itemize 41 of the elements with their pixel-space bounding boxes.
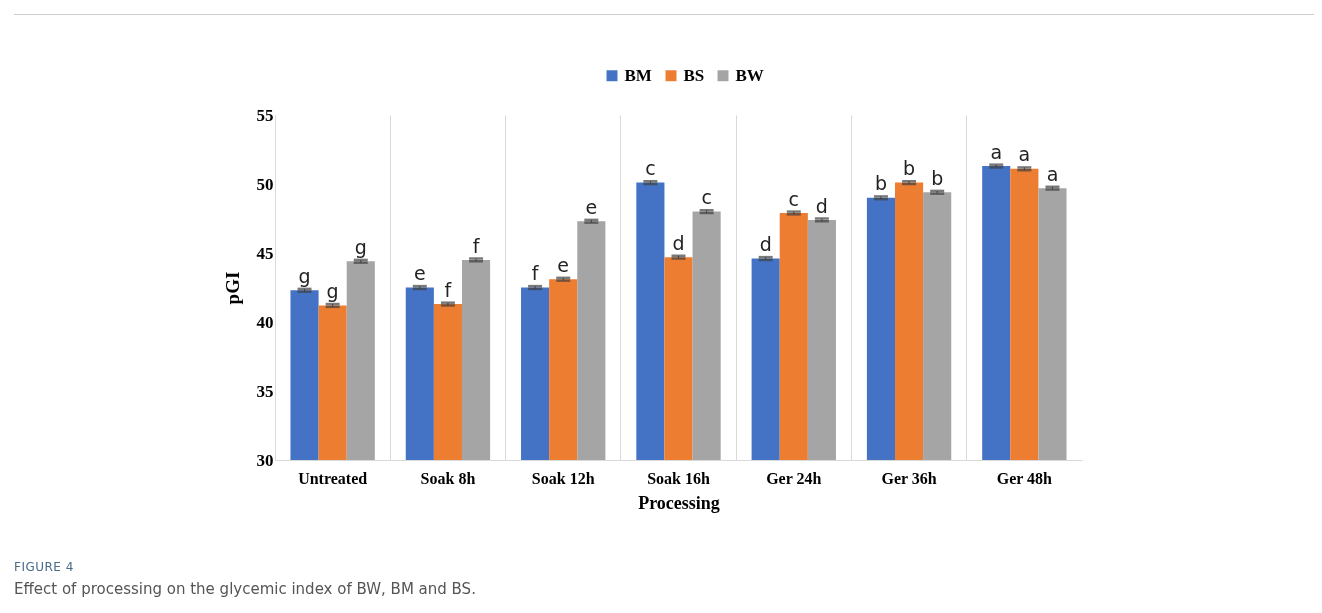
text: Effect of processing on the glycemic index of BW, BM and BS. (14, 580, 476, 598)
data-label: d (759, 233, 772, 256)
data-label: g (298, 264, 311, 287)
x-tick-label: Ger 36h (881, 469, 937, 487)
data-label: b (874, 172, 887, 195)
legend-label: BM (624, 65, 652, 85)
x-tick-label: Soak 8h (420, 469, 476, 487)
data-label: b (931, 166, 944, 189)
y-tick-label: 30 (256, 450, 274, 470)
legend-label: BS (683, 65, 705, 85)
legend-label: BW (735, 65, 764, 85)
data-label: f (531, 262, 540, 285)
y-tick-label: 45 (256, 243, 274, 263)
data-label: c (701, 186, 712, 209)
caption: FIGURE 4 (14, 560, 74, 574)
data-label: d (672, 231, 685, 254)
x-axis-title: Processing (638, 492, 720, 513)
y-tick-label: 55 (256, 105, 274, 125)
y-axis-title: pGI (221, 271, 243, 305)
data-label: g (354, 235, 367, 258)
x-tick-label: Ger 24h (766, 469, 822, 487)
y-tick-label: 35 (256, 381, 274, 401)
data-label: g (326, 280, 339, 303)
data-label: a (1018, 143, 1031, 166)
data-label: c (645, 157, 656, 180)
x-tick-label: Untreated (298, 469, 368, 487)
data-label: e (585, 195, 598, 218)
data-label: e (557, 253, 570, 276)
data-label: c (788, 187, 800, 210)
data-label: e (413, 262, 426, 285)
data-label: d (815, 194, 828, 217)
x-tick-label: Ger 48h (996, 469, 1053, 487)
data-label: b (903, 157, 916, 180)
data-label: a (990, 140, 1003, 163)
data-label: a (1046, 162, 1059, 185)
data-label: f (472, 234, 481, 257)
data-label: f (444, 278, 453, 301)
x-tick-label: Soak 12h (531, 469, 595, 487)
x-tick-label: Soak 16h (647, 469, 710, 487)
y-tick-label: 40 (256, 312, 274, 332)
y-tick-label: 50 (256, 174, 274, 194)
